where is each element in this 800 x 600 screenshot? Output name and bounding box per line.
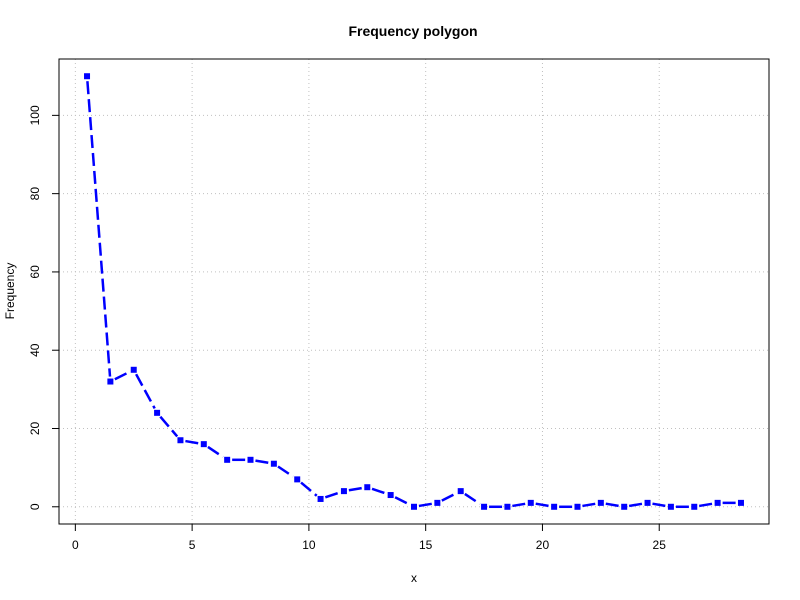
series-segment [135,373,156,410]
data-point [737,499,744,506]
data-point [481,503,488,510]
series-segment [418,502,433,508]
data-point [434,499,441,506]
series-segment [698,502,713,508]
series-segment [277,465,294,478]
x-axis: 0 5 10 15 20 25 [72,523,667,552]
data-point [200,441,207,448]
series-segment [348,486,363,492]
series-segment [512,502,527,508]
y-tick-label: 0 [28,503,42,510]
y-tick-label: 80 [28,187,42,201]
series-segment [605,502,620,508]
x-tick-label: 25 [653,538,667,552]
y-tick-label: 40 [28,343,42,357]
series-segment [441,492,457,502]
series-segment [114,370,130,381]
data-point [667,503,674,510]
x-tick-label: 15 [419,538,433,552]
y-tick-label: 20 [28,422,42,436]
grid [59,59,769,524]
data-point [644,499,651,506]
data-point [340,488,347,495]
series-segment [159,415,179,438]
data-point [107,378,114,385]
data-point [504,503,511,510]
y-tick-label: 60 [28,265,42,279]
x-tick-label: 5 [189,538,196,552]
data-point [154,409,161,416]
data-point [177,437,184,444]
data-point [317,495,324,502]
series-segment [255,459,270,465]
series-segment [86,81,112,377]
y-tick-label: 100 [28,105,42,125]
series-segment [185,439,200,445]
plot-area-box [58,58,770,525]
y-axis: 0 20 40 60 80 100 [28,105,60,510]
data-point [387,492,394,499]
data-point [224,456,231,463]
data-point [574,503,581,510]
x-axis-label: x [411,571,417,585]
series-segment [300,481,318,497]
series-segment [394,496,411,506]
y-axis-label: Frequency [3,263,17,320]
series-segment [535,502,550,508]
series-segment [207,445,224,459]
series-segment [324,491,340,499]
data-point [551,503,558,510]
data-point [411,503,417,510]
data-point [691,503,698,510]
data-point [597,499,604,506]
series-segment [464,492,481,506]
series-segment [652,502,667,508]
data-point [247,456,254,463]
data-point [364,484,371,491]
data-point [270,460,277,467]
x-tick-label: 10 [302,538,316,552]
x-tick-label: 20 [536,538,550,552]
data-point [84,73,91,80]
data-point [457,488,464,495]
series-segment [582,502,597,508]
data-point [714,499,721,506]
data-point [621,503,628,510]
series-segment [628,502,643,508]
data-point [130,366,137,373]
data-point [294,476,301,483]
series-frequency [84,73,744,510]
data-point [527,499,534,506]
series-segment [371,487,387,495]
x-tick-label: 0 [72,538,79,552]
chart-title: Frequency polygon [348,23,477,39]
